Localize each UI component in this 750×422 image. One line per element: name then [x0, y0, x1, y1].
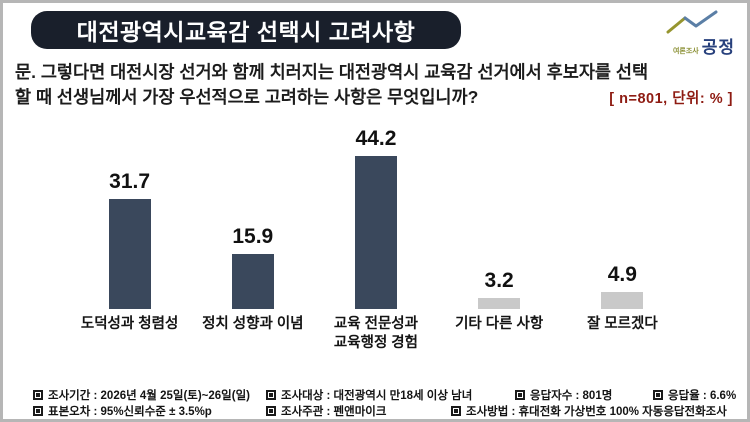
footer-text: 조사방법 : 휴대전화 가상번호 100% 자동응답전화조사: [466, 406, 727, 418]
bar-other: [478, 298, 521, 309]
category-label: 정치 성향과 이념: [202, 316, 304, 332]
pollster-logo: 여론조사 공정: [651, 9, 735, 57]
square-bullet-icon: [33, 390, 43, 400]
survey-question-line1: 문. 그렇다면 대전시장 선거와 함께 치러지는 대전광역시 교육감 선거에서 …: [15, 62, 649, 82]
page-title-text: 대전광역시교육감 선택시 고려사항: [76, 19, 416, 45]
bar-column: 15.9: [191, 121, 314, 309]
square-bullet-icon: [451, 406, 461, 416]
bar-column: 44.2: [314, 121, 437, 309]
page-title: 대전광역시교육감 선택시 고려사항: [31, 11, 461, 49]
square-bullet-icon: [515, 390, 525, 400]
survey-question-line2: 할 때 선생님께서 가장 우선적으로 고려하는 사항은 무엇입니까?: [15, 87, 479, 107]
category-labels: 도덕성과 청렴성 정치 성향과 이념 교육 전문성과 교육행정 경험 기타 다른…: [68, 315, 684, 353]
value-label: 44.2: [355, 127, 397, 150]
square-bullet-icon: [266, 390, 276, 400]
sample-size-unit-note: [ n=801, 단위: % ]: [609, 91, 733, 107]
bar-column: 4.9: [561, 121, 684, 309]
footer-response-rate: 응답율 : 6.6%: [653, 387, 736, 403]
category-label: 잘 모르겠다: [586, 316, 658, 332]
value-label: 31.7: [109, 170, 151, 193]
survey-question: 문. 그렇다면 대전시장 선거와 함께 치러지는 대전광역시 교육감 선거에서 …: [15, 60, 731, 110]
footer-survey-target: 조사대상 : 대전광역시 만18세 이상 남녀: [266, 387, 472, 403]
footer-sampling-error: 표본오차 : 95%신뢰수준 ± 3.5%p: [33, 403, 212, 419]
bar-column: 3.2: [438, 121, 561, 309]
footer-text: 조사대상 : 대전광역시 만18세 이상 남녀: [281, 390, 473, 402]
square-bullet-icon: [266, 406, 276, 416]
bar-dont-know: [601, 292, 644, 309]
bar-chart: 31.7 15.9 44.2 3.2 4.9: [68, 121, 684, 309]
footer-text: 표본오차 : 95%신뢰수준 ± 3.5%p: [48, 406, 212, 418]
footer-respondent-count: 응답자수 : 801명: [515, 387, 612, 403]
footer-text: 조사주관 : 펜앤마이크: [281, 406, 387, 418]
footer-text: 응답율 : 6.6%: [668, 390, 737, 402]
bar-column: 31.7: [68, 121, 191, 309]
bar-morality: [108, 199, 151, 309]
square-bullet-icon: [653, 390, 663, 400]
footer-survey-period: 조사기간 : 2026년 4월 25일(토)~26일(일): [33, 387, 250, 403]
logo-text: 여론조사 공정: [651, 33, 735, 58]
category-label: 기타 다른 사항: [455, 316, 544, 332]
bar-political-ideology: [231, 254, 274, 309]
trend-line-icon: [651, 9, 735, 35]
category-label: 도덕성과 청렴성: [80, 316, 179, 332]
bar-education-expertise: [354, 156, 397, 309]
square-bullet-icon: [33, 406, 43, 416]
category-label: 교육 전문성과 교육행정 경험: [333, 316, 418, 351]
logo-small-text: 여론조사: [672, 48, 699, 55]
value-label: 15.9: [232, 225, 274, 248]
footer-text: 응답자수 : 801명: [530, 390, 613, 402]
footer-survey-method: 조사방법 : 휴대전화 가상번호 100% 자동응답전화조사: [451, 403, 727, 419]
value-label: 3.2: [484, 269, 514, 292]
footer-text: 조사기간 : 2026년 4월 25일(토)~26일(일): [48, 390, 251, 402]
value-label: 4.9: [607, 263, 637, 286]
footer-survey-sponsor: 조사주관 : 펜앤마이크: [266, 403, 386, 419]
logo-main-text: 공정: [701, 38, 735, 57]
